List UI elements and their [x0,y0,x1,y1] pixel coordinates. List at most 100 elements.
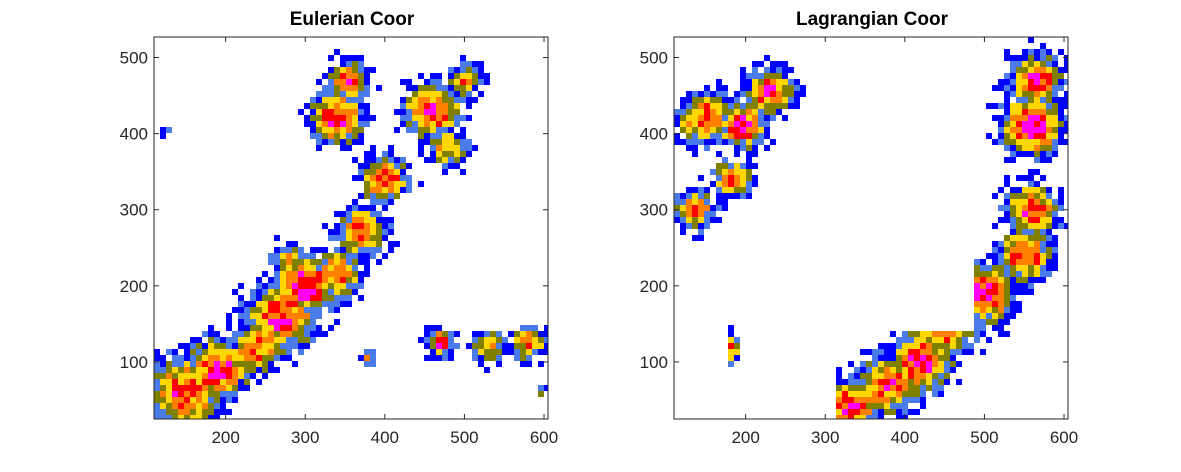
eulerian-heat-cell [388,175,394,181]
eulerian-heat-cell [298,265,304,271]
eulerian-heat-cell [316,133,322,139]
lagrangian-heat-cell [1016,121,1022,127]
eulerian-heat-cell [196,385,202,391]
eulerian-heat-cell [418,337,424,343]
lagrangian-heat-cell [734,145,740,151]
eulerian-heat-cell [436,331,442,337]
lagrangian-heat-cell [704,187,710,193]
lagrangian-heat-cell [914,379,920,385]
lagrangian-heat-cell [938,367,944,373]
lagrangian-heat-cell [914,343,920,349]
eulerian-heat-cell [436,145,442,151]
lagrangian-heat-cell [1040,151,1046,157]
lagrangian-heat-cell [950,343,956,349]
lagrangian-heat-cell [992,307,998,313]
eulerian-heat-cell [226,319,232,325]
eulerian-heat-cell [382,193,388,199]
eulerian-heat-cell [496,331,502,337]
lagrangian-heat-cell [1052,115,1058,121]
lagrangian-heat-cell [944,331,950,337]
lagrangian-heat-cell [1034,49,1040,55]
eulerian-heat-cell [478,79,484,85]
lagrangian-heat-cell [1034,247,1040,253]
lagrangian-heat-cell [692,151,698,157]
eulerian-heat-cell [520,349,526,355]
eulerian-heat-cell [190,397,196,403]
lagrangian-heat-cell [1010,235,1016,241]
eulerian-heat-cell [376,85,382,91]
lagrangian-heat-cell [1046,211,1052,217]
lagrangian-heat-cell [674,121,680,127]
lagrangian-x-tick-label: 400 [891,428,919,447]
eulerian-heat-cell [244,307,250,313]
eulerian-heat-cell [304,121,310,127]
eulerian-heat-cell [472,67,478,73]
lagrangian-heat-cell [698,127,704,133]
lagrangian-heat-cell [1022,223,1028,229]
lagrangian-heat-cell [980,325,986,331]
lagrangian-heat-cell [1058,199,1064,205]
lagrangian-heat-cell [854,367,860,373]
lagrangian-heat-cell [704,205,710,211]
lagrangian-heat-cell [926,349,932,355]
eulerian-heat-cell [484,337,490,343]
lagrangian-heat-cell [872,349,878,355]
eulerian-heat-cell [304,115,310,121]
lagrangian-heat-cell [950,361,956,367]
eulerian-heat-cell [256,277,262,283]
eulerian-heat-cell [496,349,502,355]
lagrangian-heat-cell [1040,157,1046,163]
eulerian-heat-cell [274,259,280,265]
eulerian-heat-cell [418,121,424,127]
eulerian-heat-cell [334,67,340,73]
eulerian-heat-cell [472,145,478,151]
eulerian-heat-cell [412,127,418,133]
eulerian-heat-cell [286,307,292,313]
eulerian-heat-cell [328,55,334,61]
lagrangian-heat-cell [1016,265,1022,271]
eulerian-heat-cell [334,79,340,85]
eulerian-heat-cell [298,349,304,355]
lagrangian-heat-cell [926,331,932,337]
eulerian-heat-cell [448,163,454,169]
eulerian-heat-cell [442,127,448,133]
lagrangian-heat-cell [746,157,752,163]
lagrangian-heat-cell [992,289,998,295]
lagrangian-heat-cell [746,163,752,169]
lagrangian-heat-cell [1052,265,1058,271]
lagrangian-heat-cell [998,115,1004,121]
eulerian-heat-cell [202,385,208,391]
lagrangian-heat-cell [872,397,878,403]
eulerian-heat-cell [388,145,394,151]
eulerian-heat-cell [268,289,274,295]
lagrangian-heat-cell [1046,139,1052,145]
eulerian-heat-cell [328,97,334,103]
eulerian-heat-cell [436,325,442,331]
lagrangian-heat-cell [848,391,854,397]
eulerian-heat-cell [304,319,310,325]
lagrangian-heat-cell [776,79,782,85]
eulerian-heat-cell [310,289,316,295]
eulerian-heat-cell [370,187,376,193]
lagrangian-heat-cell [674,205,680,211]
eulerian-heat-cell [250,325,256,331]
eulerian-heat-cell [292,361,298,367]
eulerian-heat-cell [322,223,328,229]
eulerian-heat-cell [382,175,388,181]
lagrangian-heat-cell [998,121,1004,127]
lagrangian-heat-cell [1004,55,1010,61]
lagrangian-y-tick-label: 400 [640,125,668,144]
lagrangian-heat-cell [1016,97,1022,103]
lagrangian-heat-cell [1010,145,1016,151]
eulerian-heat-cell [322,283,328,289]
lagrangian-heat-cell [866,385,872,391]
eulerian-heat-cell [412,97,418,103]
eulerian-heat-cell [406,79,412,85]
lagrangian-heat-cell [932,391,938,397]
eulerian-heat-cell [304,307,310,313]
eulerian-heat-cell [160,127,166,133]
eulerian-heat-cell [256,313,262,319]
eulerian-heat-cell [328,133,334,139]
eulerian-heat-cell [274,301,280,307]
eulerian-heat-cell [286,289,292,295]
